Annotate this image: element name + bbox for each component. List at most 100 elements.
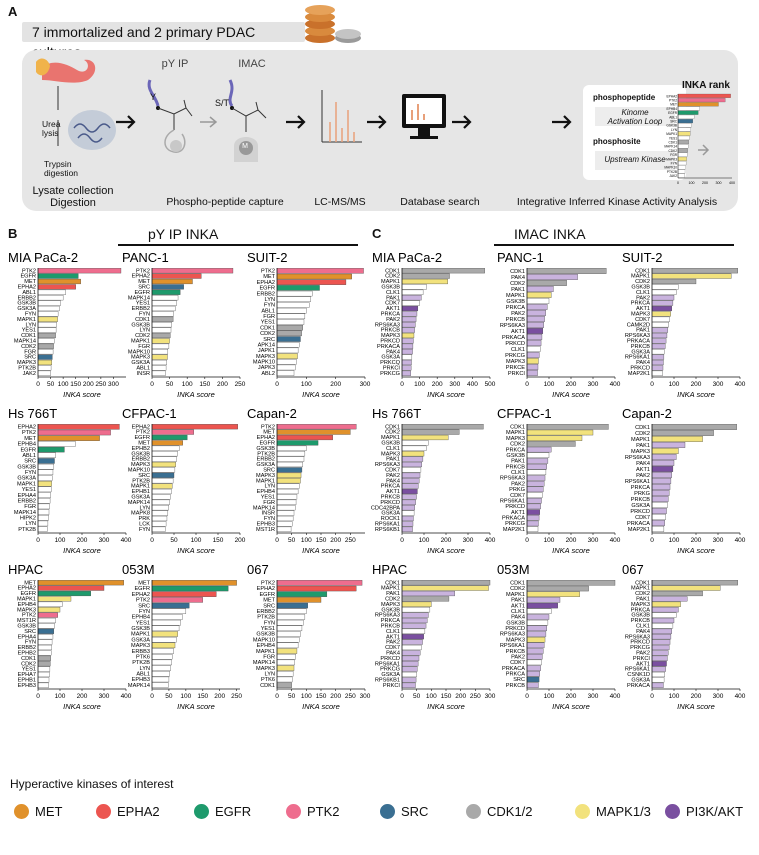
bar bbox=[651, 596, 688, 602]
category-label: PAK4 bbox=[511, 275, 525, 281]
step-lysate: Lysate collection Digestion bbox=[32, 185, 114, 209]
bar bbox=[526, 435, 583, 441]
category-label: RPS6KA1 bbox=[625, 667, 650, 673]
category-label: RPS6KA3 bbox=[500, 323, 525, 329]
category-label: PAK1 bbox=[511, 287, 525, 293]
category-label: MAPK1 bbox=[131, 339, 150, 345]
category-label: CDK2 bbox=[635, 431, 650, 437]
category-label: PAK4 bbox=[636, 461, 650, 467]
chart-3: Hs 766T EPHA2PTK2METEPHB4EGFRABL1SRCGSK3B… bbox=[8, 406, 132, 555]
category-label: MAPK3 bbox=[256, 473, 275, 479]
bar bbox=[401, 639, 423, 645]
chart-11: SUIT-2 CDK1MAPK1CDK2GSK3BCLK1PAK2PRKCAAKT… bbox=[622, 250, 746, 399]
legend-swatch bbox=[380, 804, 395, 819]
bar bbox=[651, 273, 732, 279]
category-label: PTK2 bbox=[261, 581, 275, 587]
bar bbox=[401, 332, 415, 339]
bar bbox=[37, 458, 55, 464]
bar bbox=[151, 494, 171, 500]
category-label: EPHB4 bbox=[132, 615, 150, 621]
tick-label: 0 bbox=[36, 537, 40, 544]
bar bbox=[526, 676, 540, 683]
bar bbox=[37, 492, 51, 498]
tick-label: 300 bbox=[713, 537, 724, 544]
rank-label: MET bbox=[670, 103, 677, 107]
bar bbox=[151, 654, 173, 660]
rank-tick-label: 200 bbox=[702, 181, 708, 185]
bar bbox=[151, 284, 184, 290]
bar bbox=[651, 370, 663, 376]
bar bbox=[526, 665, 541, 671]
bar bbox=[651, 677, 665, 683]
py-ip-group-rule bbox=[118, 244, 358, 246]
category-label: INSR bbox=[262, 511, 275, 517]
bar bbox=[37, 446, 65, 453]
bar bbox=[526, 316, 545, 322]
chart-title: SUIT-2 bbox=[247, 250, 287, 265]
category-label: GSK3A bbox=[131, 637, 150, 643]
category-label: FYN bbox=[139, 609, 150, 615]
legend-swatch bbox=[286, 804, 301, 819]
rank-tick-label: 0 bbox=[677, 181, 679, 185]
bar bbox=[151, 515, 168, 522]
category-label: MAPK10 bbox=[253, 637, 275, 643]
category-label: EPHB2 bbox=[132, 446, 150, 452]
bar bbox=[526, 458, 549, 464]
tick-label: 0 bbox=[150, 381, 154, 388]
bar bbox=[651, 327, 669, 333]
category-label: RPS6KA1 bbox=[625, 355, 650, 361]
bar bbox=[651, 484, 671, 490]
legend-label: EPHA2 bbox=[117, 804, 160, 819]
rank-label: GSK3B bbox=[666, 124, 677, 128]
category-label: PRKG bbox=[509, 487, 525, 493]
bar bbox=[276, 313, 306, 320]
category-label: PTK2 bbox=[261, 424, 275, 430]
bar bbox=[526, 520, 539, 527]
category-label: CLK1 bbox=[636, 290, 650, 296]
bar bbox=[651, 526, 665, 532]
chart-2: SUIT-2 PTK2METEPHA2EGFRERBB2LYNFYNABL1FGR… bbox=[247, 250, 371, 399]
bar bbox=[526, 358, 539, 364]
bar bbox=[37, 463, 55, 470]
chart-title: 067 bbox=[622, 562, 644, 577]
category-label: MAPK3 bbox=[381, 333, 400, 339]
category-label: EGFR bbox=[20, 591, 36, 597]
bar bbox=[151, 273, 202, 279]
category-label: PAK4 bbox=[636, 629, 650, 635]
category-label: PTK2 bbox=[261, 269, 275, 275]
bar bbox=[401, 682, 416, 688]
bar bbox=[151, 682, 169, 688]
category-label: RPS6KA3 bbox=[375, 613, 400, 619]
bar bbox=[526, 654, 543, 660]
tick-label: 150 bbox=[197, 693, 208, 700]
category-label: CDK1 bbox=[21, 656, 36, 662]
step-inka: Integrative Inferred Kinase Activity Ana… bbox=[516, 196, 718, 208]
category-label: MAPK1 bbox=[17, 597, 36, 603]
bar bbox=[151, 631, 178, 637]
legend-item: MET bbox=[14, 804, 62, 819]
category-label: RPS6KA1 bbox=[500, 643, 525, 649]
bar bbox=[651, 628, 672, 634]
bar bbox=[651, 607, 679, 613]
chart-title: HPAC bbox=[372, 562, 407, 577]
legend-item: EGFR bbox=[194, 804, 251, 819]
category-label: PRKCB bbox=[631, 344, 651, 350]
category-label: PTK2 bbox=[22, 268, 36, 274]
category-label: ROCK1 bbox=[381, 516, 400, 522]
category-label: PRKCD bbox=[630, 640, 650, 646]
bar bbox=[651, 682, 664, 688]
bar bbox=[526, 268, 607, 274]
bar bbox=[526, 682, 539, 688]
category-label: MET bbox=[263, 274, 275, 280]
category-label: CDK1 bbox=[510, 425, 525, 431]
bar bbox=[151, 268, 234, 274]
category-label: RPS6KA3 bbox=[375, 322, 400, 328]
chart-16: 053MCDK1CDK2MAPK1PAK1AKT1CLK1PAK4GSK3BPR… bbox=[497, 562, 621, 711]
category-label: MAPK3 bbox=[17, 607, 36, 613]
bar bbox=[37, 316, 58, 322]
bar bbox=[37, 486, 52, 493]
bar bbox=[151, 349, 169, 355]
category-label: GSK3B bbox=[131, 451, 150, 457]
bar bbox=[651, 655, 668, 661]
tick-label: 400 bbox=[735, 693, 746, 700]
